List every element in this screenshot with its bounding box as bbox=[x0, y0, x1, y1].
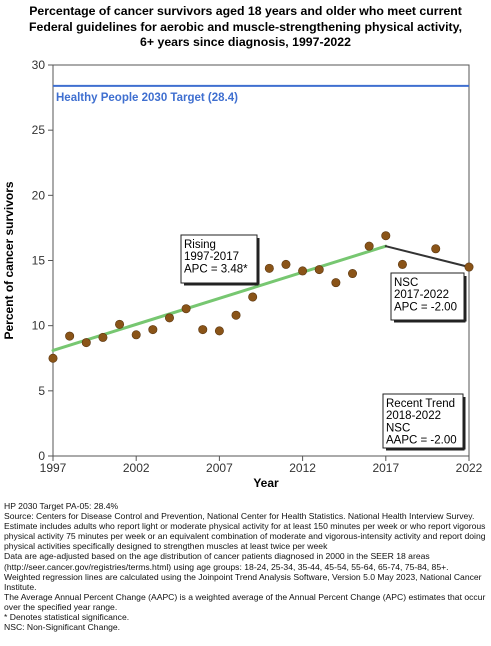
footnote-age-adjusted: Data are age-adjusted based on the age d… bbox=[4, 551, 449, 572]
chart-footnotes: HP 2030 Target PA-05: 28.4% Source: Cent… bbox=[4, 501, 488, 632]
annotation-2-line-3: AAPC = -2.00 bbox=[386, 435, 457, 447]
annotation-box-1 bbox=[390, 272, 465, 321]
data-point-2008 bbox=[231, 310, 241, 320]
trend-line-1 bbox=[384, 245, 470, 269]
data-point-2000 bbox=[98, 332, 108, 342]
data-point-1998 bbox=[65, 331, 75, 341]
y-tick-label-3: 15 bbox=[32, 254, 46, 268]
data-point-2020 bbox=[431, 244, 441, 254]
footnote-significance: * Denotes statistical significance. bbox=[4, 612, 130, 623]
annotation-2-line-1: 2018-2022 bbox=[386, 410, 441, 422]
y-tick-label-4: 20 bbox=[32, 188, 46, 202]
y-tick-label-2: 10 bbox=[32, 319, 46, 333]
data-point-2009 bbox=[248, 292, 258, 302]
data-point-2001 bbox=[115, 319, 125, 329]
footnote-source: Source: Centers for Disease Control and … bbox=[4, 511, 475, 522]
title-line-1: Percentage of cancer survivors aged 18 y… bbox=[29, 4, 462, 18]
trend-line-0 bbox=[51, 244, 388, 352]
title-line-2: Federal guidelines for aerobic and muscl… bbox=[28, 19, 462, 34]
x-tick-label-1: 2002 bbox=[123, 461, 150, 475]
target-label: Healthy People 2030 Target (28.4) bbox=[56, 92, 238, 104]
footnote-nsc: NSC: Non-Significant Change. bbox=[4, 622, 121, 633]
data-point-2003 bbox=[148, 325, 158, 335]
y-tick-label-6: 30 bbox=[32, 58, 46, 72]
title-line-3: 6+ years since diagnosis, 1997-2022 bbox=[140, 35, 351, 49]
annotation-2-line-0: Recent Trend bbox=[386, 398, 455, 410]
x-tick-label-3: 2012 bbox=[289, 461, 316, 475]
x-axis-title: Year bbox=[253, 476, 279, 490]
y-tick-label-0: 0 bbox=[38, 449, 45, 463]
footnote-regression: Weighted regression lines are calculated… bbox=[4, 571, 482, 592]
annotation-1-line-1: 2017-2022 bbox=[394, 289, 449, 301]
x-tick-label-4: 2017 bbox=[372, 461, 399, 475]
annotation-0-line-1: 1997-2017 bbox=[184, 251, 239, 263]
annotation-0-line-2: APC = 3.48* bbox=[184, 263, 248, 275]
data-point-2016 bbox=[364, 241, 374, 251]
data-point-2011 bbox=[281, 259, 291, 269]
data-point-2013 bbox=[314, 265, 324, 275]
chart-title: Percentage of cancer survivors aged 18 y… bbox=[0, 4, 491, 51]
data-point-2007 bbox=[214, 326, 224, 336]
data-point-2017 bbox=[381, 231, 391, 241]
data-point-2022 bbox=[464, 262, 474, 272]
data-point-2012 bbox=[298, 266, 308, 276]
chart-svg: 0 5 10 15 20 25 30 1997 2002 2007 2012 2017 2022 Year… bbox=[2, 58, 483, 490]
data-point-1999 bbox=[81, 338, 91, 348]
annotation-1-line-2: APC = -2.00 bbox=[394, 301, 457, 313]
x-tick-label-0: 1997 bbox=[40, 461, 67, 475]
data-point-2015 bbox=[348, 269, 358, 279]
y-tick-label-1: 5 bbox=[38, 384, 45, 398]
data-point-2018 bbox=[397, 259, 407, 269]
y-axis-title: Percent of cancer survivors bbox=[2, 181, 16, 339]
data-point-2014 bbox=[331, 278, 341, 288]
annotation-box-2 bbox=[382, 393, 464, 449]
footnote-estimate: Estimate includes adults who report ligh… bbox=[4, 521, 486, 552]
annotation-0-line-0: Rising bbox=[184, 239, 216, 251]
data-point-2010 bbox=[264, 263, 274, 273]
data-point-2005 bbox=[181, 304, 191, 314]
footnote-hp-target: HP 2030 Target PA-05: 28.4% bbox=[4, 501, 119, 511]
data-point-1997 bbox=[48, 353, 58, 363]
annotation-box-0 bbox=[180, 234, 258, 284]
annotation-1-line-0: NSC bbox=[394, 277, 418, 289]
y-tick-label-5: 25 bbox=[32, 123, 46, 137]
annotation-2-line-2: NSC bbox=[386, 422, 410, 434]
data-point-2006 bbox=[198, 325, 208, 335]
x-tick-label-2: 2007 bbox=[206, 461, 233, 475]
footnote-aapc: The Average Annual Percent Change (AAPC)… bbox=[4, 591, 486, 612]
data-point-2002 bbox=[131, 330, 141, 340]
x-tick-label-5: 2022 bbox=[456, 461, 483, 475]
data-point-2004 bbox=[164, 313, 174, 323]
